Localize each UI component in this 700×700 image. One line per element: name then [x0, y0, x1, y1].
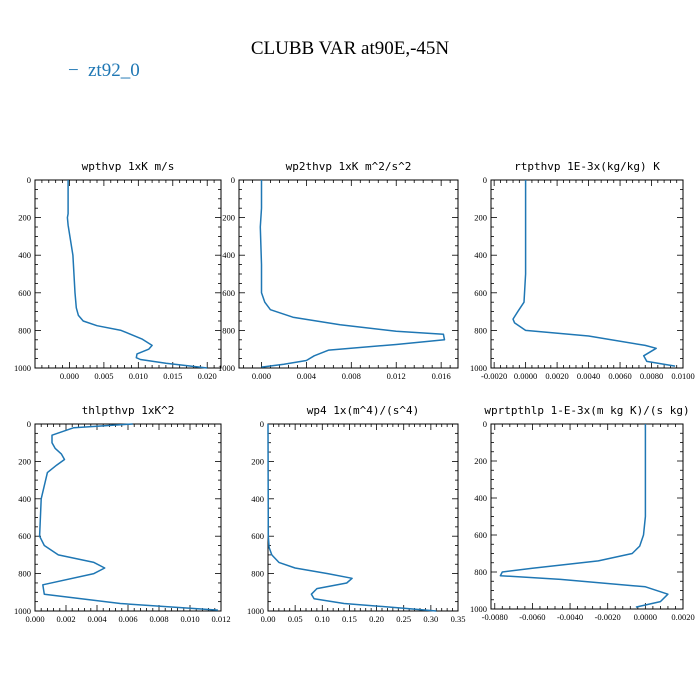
x-tick-label: 0.0020: [545, 371, 568, 381]
y-tick-label: 200: [474, 456, 487, 466]
x-tick-label: 0.008: [342, 371, 361, 381]
x-tick-label: 0.0040: [577, 371, 600, 381]
panel-title: thlpthvp 1xK^2: [82, 404, 175, 417]
y-tick-label: 1000: [218, 363, 235, 373]
x-tick-label: -0.0060: [519, 612, 545, 622]
panel-title: wp2thvp 1xK m^2/s^2: [286, 160, 412, 173]
y-tick-label: 0: [483, 419, 487, 429]
y-tick-label: 400: [222, 250, 235, 260]
y-tick-label: 600: [251, 531, 264, 541]
x-tick-label: 0.0020: [671, 612, 694, 622]
x-tick-label: 0.020: [198, 371, 217, 381]
x-tick-label: 0.25: [396, 614, 411, 624]
y-tick-label: 400: [474, 250, 487, 260]
panel-title: rtpthvp 1E-3x(kg/kg) K: [514, 160, 660, 173]
y-tick-label: 600: [474, 530, 487, 540]
plot-frame: [35, 424, 221, 611]
x-tick-label: 0.012: [387, 371, 406, 381]
panel-2: wp2thvp 1xK m^2/s^2 0 200 400 600 800 1000 0.00…: [218, 160, 458, 381]
x-tick-label: 0.005: [94, 371, 113, 381]
panel-title: wpthvp 1xK m/s: [82, 160, 175, 173]
x-tick-label: 0.0080: [640, 371, 663, 381]
y-tick-label: 800: [18, 569, 31, 579]
panel-6: wprtpthlp 1-E-3x(m kg K)/(s kg) 0 200 400 60…: [470, 404, 695, 622]
y-tick-label: 600: [18, 531, 31, 541]
x-tick-label: 0.05: [288, 614, 303, 624]
y-tick-label: 600: [18, 288, 31, 298]
x-tick-label: 0.008: [149, 614, 168, 624]
y-tick-label: 0: [27, 419, 31, 429]
plot-frame: [239, 180, 458, 368]
plot-frame: [35, 180, 221, 368]
panel-title: wprtpthlp 1-E-3x(m kg K)/(s kg): [484, 404, 689, 417]
y-tick-label: 200: [474, 213, 487, 223]
x-tick-label: 0.006: [118, 614, 137, 624]
x-tick-label: -0.0080: [482, 612, 508, 622]
x-tick-label: 0.010: [180, 614, 199, 624]
legend-label: zt92_0: [88, 60, 140, 81]
y-tick-label: 0: [483, 175, 487, 185]
y-tick-label: 400: [18, 494, 31, 504]
y-tick-label: 800: [251, 569, 264, 579]
x-tick-label: 0.000: [60, 371, 79, 381]
plot-frame: [491, 180, 683, 368]
y-tick-label: 800: [474, 325, 487, 335]
x-tick-label: 0.015: [163, 371, 182, 381]
x-tick-label: 0.010: [129, 371, 148, 381]
y-tick-label: 800: [18, 325, 31, 335]
panel-3: rtpthvp 1E-3x(kg/kg) K 0 200 400 600 800 1000-…: [470, 160, 695, 381]
x-tick-label: 0.004: [87, 614, 107, 624]
x-tick-label: 0.000: [25, 614, 44, 624]
y-tick-label: 200: [251, 456, 264, 466]
x-tick-label: 0.002: [56, 614, 75, 624]
x-tick-label: 0.0100: [671, 371, 694, 381]
y-tick-label: 1000: [14, 363, 31, 373]
x-tick-label: -0.0020: [595, 612, 621, 622]
series-line: [268, 424, 436, 611]
y-tick-label: 400: [18, 250, 31, 260]
y-tick-label: 800: [474, 567, 487, 577]
x-tick-label: 0.000: [252, 371, 271, 381]
x-tick-label: 0.35: [451, 614, 466, 624]
legend-dash: −: [68, 60, 79, 81]
x-tick-label: 0.30: [423, 614, 438, 624]
y-tick-label: 0: [27, 175, 31, 185]
x-tick-label: 0.012: [211, 614, 230, 624]
y-tick-label: 400: [474, 493, 487, 503]
y-tick-label: 0: [260, 419, 264, 429]
x-tick-label: 0.004: [297, 371, 317, 381]
x-tick-label: 0.0060: [608, 371, 631, 381]
x-tick-label: -0.0040: [557, 612, 583, 622]
panel-title: wp4 1x(m^4)/(s^4): [307, 404, 420, 417]
y-tick-label: 0: [231, 175, 235, 185]
x-tick-label: 0.016: [432, 371, 451, 381]
series-line: [260, 180, 444, 367]
series-line: [40, 424, 218, 610]
x-tick-label: 0.20: [369, 614, 384, 624]
x-tick-label: 0.00: [261, 614, 276, 624]
panel-1: wpthvp 1xK m/s 0 200 400 600 800 1000 0.000 0.00…: [14, 160, 221, 381]
x-tick-label: -0.0020: [481, 371, 507, 381]
x-tick-label: 0.0000: [634, 612, 657, 622]
y-tick-label: 400: [251, 494, 264, 504]
series-line: [500, 424, 668, 607]
series-line: [67, 180, 207, 368]
x-tick-label: 0.10: [315, 614, 330, 624]
y-tick-label: 200: [18, 213, 31, 223]
y-tick-label: 200: [18, 456, 31, 466]
y-tick-label: 600: [222, 288, 235, 298]
series-line: [513, 180, 675, 366]
x-tick-label: 0.15: [342, 614, 357, 624]
y-tick-label: 200: [222, 213, 235, 223]
x-tick-label: 0.0000: [514, 371, 537, 381]
y-tick-label: 800: [222, 325, 235, 335]
plot-frame: [268, 424, 458, 611]
legend: − zt92_0: [68, 60, 140, 81]
y-tick-label: 600: [474, 288, 487, 298]
figure-title: CLUBB VAR at90E,-45N: [251, 38, 450, 59]
